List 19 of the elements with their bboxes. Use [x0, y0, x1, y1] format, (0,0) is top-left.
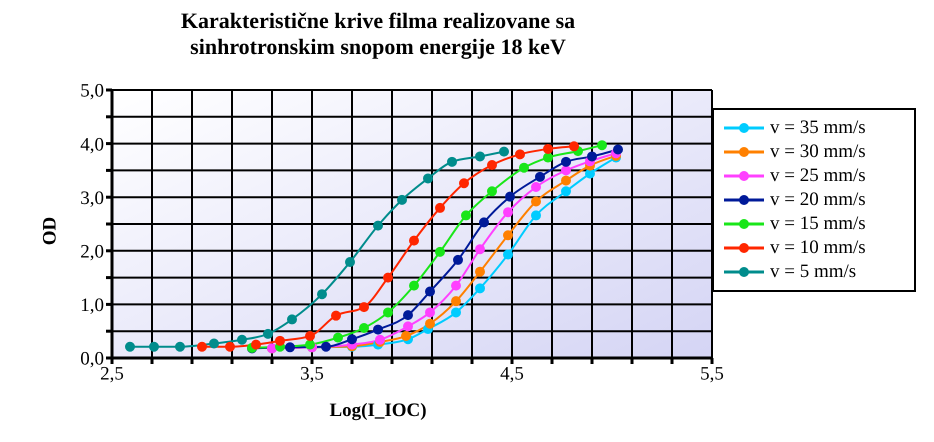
legend-label: v = 15 mm/s: [770, 213, 866, 235]
legend-label: v = 5 mm/s: [770, 261, 856, 283]
x-axis-title: Log(I_IOC): [328, 400, 428, 422]
x-tick-label: 4,5: [500, 363, 524, 384]
x-tick-label: 3,5: [300, 363, 324, 384]
legend-label: v = 25 mm/s: [770, 165, 866, 187]
chart-title: Karakteristične krive filma realizovane sa sinhrotronskim snopom energije 18 keV: [180, 8, 576, 60]
legend-label: v = 30 mm/s: [770, 141, 866, 163]
x-tick-label: 2,5: [100, 363, 124, 384]
y-tick-label: 5,0: [80, 80, 104, 102]
y-tick-label: 1,0: [80, 295, 104, 316]
legend-label: v = 10 mm/s: [770, 237, 866, 259]
y-tick-label: 3,0: [80, 188, 104, 209]
y-axis-title: OD: [39, 216, 62, 246]
y-tick-label: 2,0: [80, 242, 104, 263]
legend-label: v = 20 mm/s: [770, 189, 866, 211]
y-tick-label: 4,0: [80, 134, 104, 156]
x-tick-label: 5,5: [700, 363, 724, 384]
legend-label: v = 35 mm/s: [770, 117, 866, 139]
